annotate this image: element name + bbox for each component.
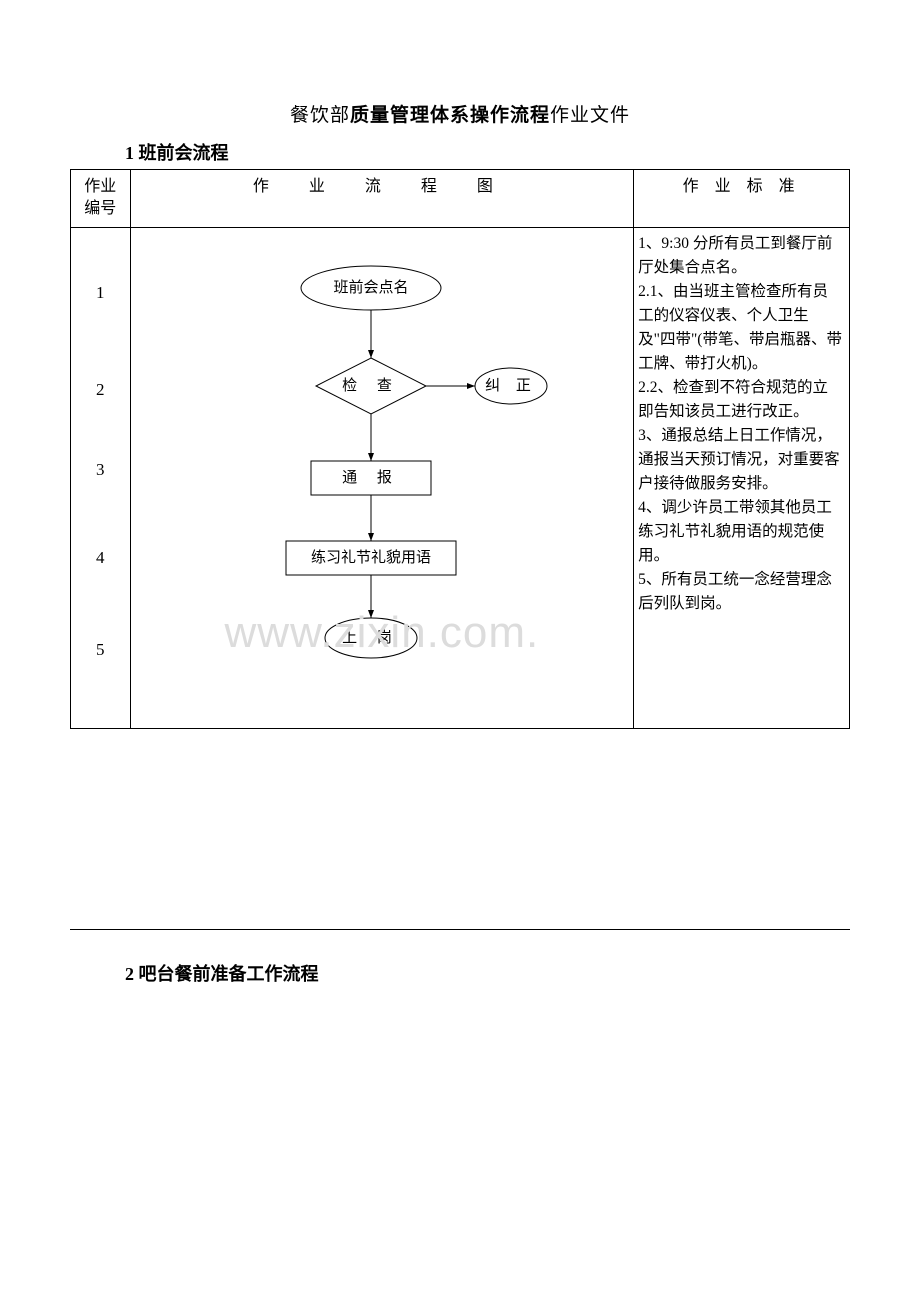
standards-cell: 1、9:30 分所有员工到餐厅前厅处集合点名。2.1、由当班主管检查所有员工的仪…	[634, 227, 850, 728]
svg-text:班前会点名: 班前会点名	[333, 279, 408, 296]
svg-text:练习礼节礼貌用语: 练习礼节礼貌用语	[311, 549, 431, 566]
header-col1-l1: 作业	[84, 178, 116, 195]
process-table: 作业 编号 作 业 流 程 图 作 业 标 准 12345 www.zixin.…	[70, 169, 850, 729]
header-col3: 作 业 标 准	[634, 170, 850, 228]
flowchart-cell: www.zixin.com. 班前会点名检 查纠 正通 报练习礼节礼貌用语上 岗	[130, 227, 634, 728]
standard-line: 2.2、检查到不符合规范的立即告知该员工进行改正。	[638, 376, 843, 424]
svg-text:通 报: 通 报	[342, 469, 400, 486]
header-col1: 作业 编号	[71, 170, 131, 228]
header-col1-l2: 编号	[84, 200, 116, 217]
standard-line: 3、通报总结上日工作情况，通报当天预订情况，对重要客户接待做服务安排。	[638, 424, 843, 496]
title-bold: 质量管理体系操作流程	[350, 105, 550, 126]
header-col2: 作 业 流 程 图	[130, 170, 634, 228]
number-column: 1 2 3 4 5	[71, 227, 131, 728]
standard-line: 2.1、由当班主管检查所有员工的仪容仪表、个人卫生及"四带"(带笔、带启瓶器、带…	[638, 280, 843, 376]
flowchart-svg: 班前会点名检 查 纠 正通 报练习礼节礼貌用语上 岗	[131, 228, 621, 728]
standard-line: 5、所有员工统一念经营理念后列队到岗。	[638, 568, 843, 616]
row-number: 4	[71, 548, 130, 568]
svg-text:上 岗: 上 岗	[342, 629, 400, 646]
standard-line: 4、调少许员工带领其他员工练习礼节礼貌用语的规范使用。	[638, 496, 843, 568]
svg-text:检 查: 检 查	[342, 377, 400, 394]
section-2-title: 2 吧台餐前准备工作流程	[125, 960, 850, 986]
title-suffix: 作业文件	[550, 105, 630, 126]
row-number: 5	[71, 640, 130, 660]
row-number: 3	[71, 460, 130, 480]
document-title: 餐饮部质量管理体系操作流程作业文件	[70, 100, 850, 127]
row-number: 2	[71, 380, 130, 400]
row-number: 1	[71, 283, 130, 303]
title-prefix: 餐饮部	[290, 105, 350, 126]
svg-text:纠 正: 纠 正	[485, 378, 537, 394]
header-col2-text: 作 业 流 程 图	[253, 178, 511, 195]
standard-line: 1、9:30 分所有员工到餐厅前厅处集合点名。	[638, 232, 843, 280]
page-separator	[70, 929, 850, 930]
header-col3-text: 作 业 标 准	[683, 178, 801, 195]
section-1-title: 1 班前会流程	[125, 139, 850, 165]
